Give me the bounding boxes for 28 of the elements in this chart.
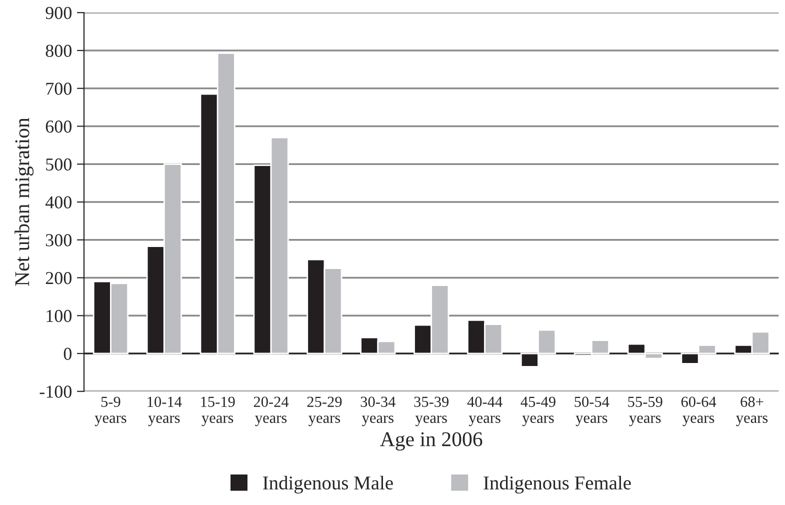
y-tick-label: 800 (46, 44, 72, 57)
y-tick-label: 500 (46, 158, 72, 171)
x-tick-label: 15-19 years (201, 396, 235, 426)
x-tick-label: 10-14 years (148, 396, 182, 426)
y-tick-label: 600 (46, 120, 72, 133)
y-tick-label: 300 (46, 234, 72, 246)
x-tick-label: 5-9 years (94, 396, 126, 426)
x-tick-label: 55-59 years (628, 396, 662, 426)
x-tick-label: 25-29 years (307, 396, 342, 426)
x-axis-title: Age in 2006 (380, 432, 482, 451)
legend-label: Indigenous Male (263, 476, 393, 494)
x-tick-label: 30-34 years (360, 396, 396, 426)
x-tick-label: 40-44 years (467, 396, 502, 426)
y-tick-label: 900 (46, 6, 72, 20)
x-tick-label: 50-54 years (574, 396, 610, 426)
y-tick-label: 200 (46, 272, 72, 284)
y-tick-label: -100 (40, 386, 72, 398)
y-tick-label: 0 (64, 348, 72, 360)
y-tick-label: 700 (46, 82, 72, 95)
y-axis-title: Net urban migration (14, 118, 34, 286)
legend-label: Indigenous Female (484, 476, 631, 494)
y-tick-label: 100 (46, 310, 72, 322)
x-tick-label: 20-24 years (254, 396, 289, 426)
x-tick-label: 35-39 years (414, 396, 449, 426)
x-tick-label: 60-64 years (681, 396, 716, 426)
x-tick-label: 45-49 years (520, 396, 556, 426)
x-tick-label: 68+ years (736, 396, 768, 426)
y-tick-label: 400 (45, 196, 72, 208)
